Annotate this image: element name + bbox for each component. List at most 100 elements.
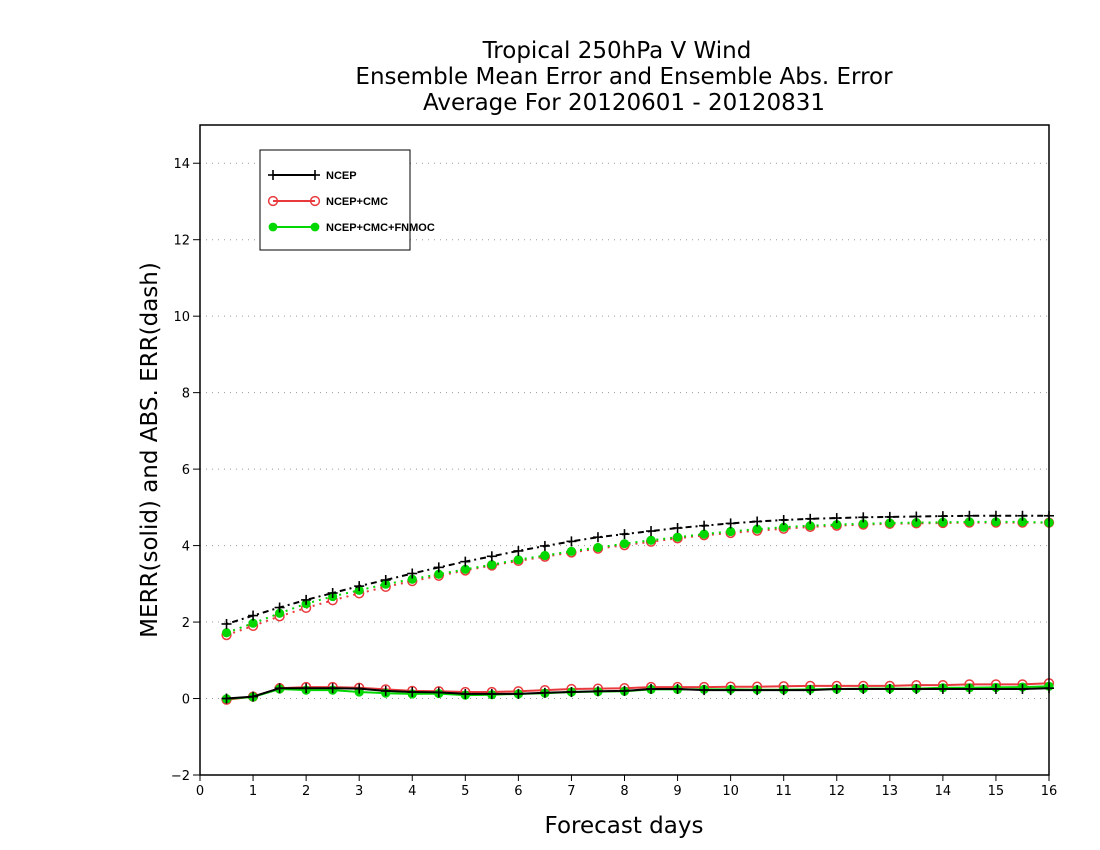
x-tick-label: 16 [1041,784,1058,799]
merr-point [539,687,550,698]
abs-err-point [407,568,418,579]
abs-err-point [540,550,550,561]
abs-err-point [858,519,868,529]
x-tick-label: 1 [249,784,257,799]
abs-err-point [990,510,1001,521]
merr-line [226,687,1050,700]
plot-series [221,510,1055,705]
abs-err-point [646,535,656,545]
abs-err-point [619,539,630,549]
merr-point [725,685,736,696]
abs-err-point [779,522,789,532]
merr-point [831,683,842,694]
legend-label: NCEP+CMC [326,196,388,208]
series-ncep [221,510,1054,704]
merr-point [619,685,630,696]
merr-point [911,683,922,694]
abs-err-point [964,517,975,527]
y-tick-label: 12 [173,234,190,249]
abs-err-point [221,618,232,629]
merr-point [990,683,1001,694]
abs-err-point [513,555,523,565]
y-tick-label: −2 [171,769,190,784]
x-tick-label: 3 [355,784,363,799]
merr-point [380,685,391,696]
x-tick-label: 2 [302,784,310,799]
x-tick-label: 0 [196,784,204,799]
x-tick-label: 5 [461,784,469,799]
abs-err-point [221,628,232,638]
x-tick-label: 12 [828,784,845,799]
abs-err-point [831,513,842,524]
abs-err-point [937,511,948,522]
merr-point [248,691,259,702]
abs-err-point [672,532,683,542]
y-tick-label: 0 [182,693,190,708]
merr-point [778,685,789,696]
legend-marker [310,222,320,232]
abs-err-point [513,545,524,556]
abs-err-point [938,517,948,527]
x-tick-label: 9 [673,784,681,799]
merr-point [566,687,577,698]
abs-err-point [725,518,736,529]
chart-title-line-1: Tropical 250hPa V Wind [482,38,752,64]
abs-err-point [327,588,338,598]
legend-label: NCEP+CMC+FNMOC [326,222,435,234]
merr-point [805,685,816,696]
x-tick-label: 13 [882,784,899,799]
merr-point [699,685,710,696]
chart-title: Tropical 250hPa V Wind Ensemble Mean Err… [355,38,893,116]
abs-err-point [433,562,444,573]
y-axis-label: MERR(solid) and ABS. ERR(dash) [137,262,163,638]
abs-err-point [911,518,921,528]
y-tick-label: 2 [182,616,190,631]
abs-err-point [884,511,895,522]
merr-point [301,683,312,694]
abs-err-point [646,526,657,537]
merr-point [672,683,683,694]
merr-point [354,683,365,694]
x-tick-label: 11 [775,784,792,799]
abs-err-point [752,516,763,527]
merr-point [884,683,895,694]
x-tick-label: 10 [722,784,739,799]
legend-entry: NCEP+CMC+FNMOC [268,222,435,234]
abs-err-point [460,556,471,567]
abs-err-point [566,546,577,556]
legend-marker [268,222,278,232]
abs-err-point [885,518,895,528]
abs-err-point [407,574,417,584]
abs-err-point [805,513,816,524]
abs-err-point [434,569,444,579]
legend: NCEP NCEP+CMC NCEP+CMC+FNMOC [259,149,435,251]
x-tick-label: 6 [514,784,522,799]
merr-point [460,688,471,699]
merr-point [858,683,869,694]
abs-err-point [593,542,603,553]
abs-err-point [248,610,259,621]
abs-err-point [460,564,470,574]
legend-marker [309,195,321,207]
abs-err-line [226,514,1049,625]
y-tick-label: 8 [182,387,190,402]
abs-err-point [380,575,391,585]
x-tick-label: 15 [988,784,1005,799]
y-tick-label: 4 [182,540,190,555]
abs-err-point [805,521,815,531]
legend-marker [310,170,320,180]
merr-point [964,683,975,694]
y-tick-label: 14 [173,157,190,172]
merr-point [1017,683,1028,694]
abs-err-point [726,526,736,537]
abs-err-point [964,510,975,521]
abs-err-point [248,618,258,628]
x-tick-label: 4 [408,784,416,799]
legend-label: NCEP [326,170,357,182]
x-tick-label: 8 [620,784,628,799]
abs-err-point [832,519,842,530]
abs-err-point [699,529,709,539]
abs-err-line [226,521,1049,637]
